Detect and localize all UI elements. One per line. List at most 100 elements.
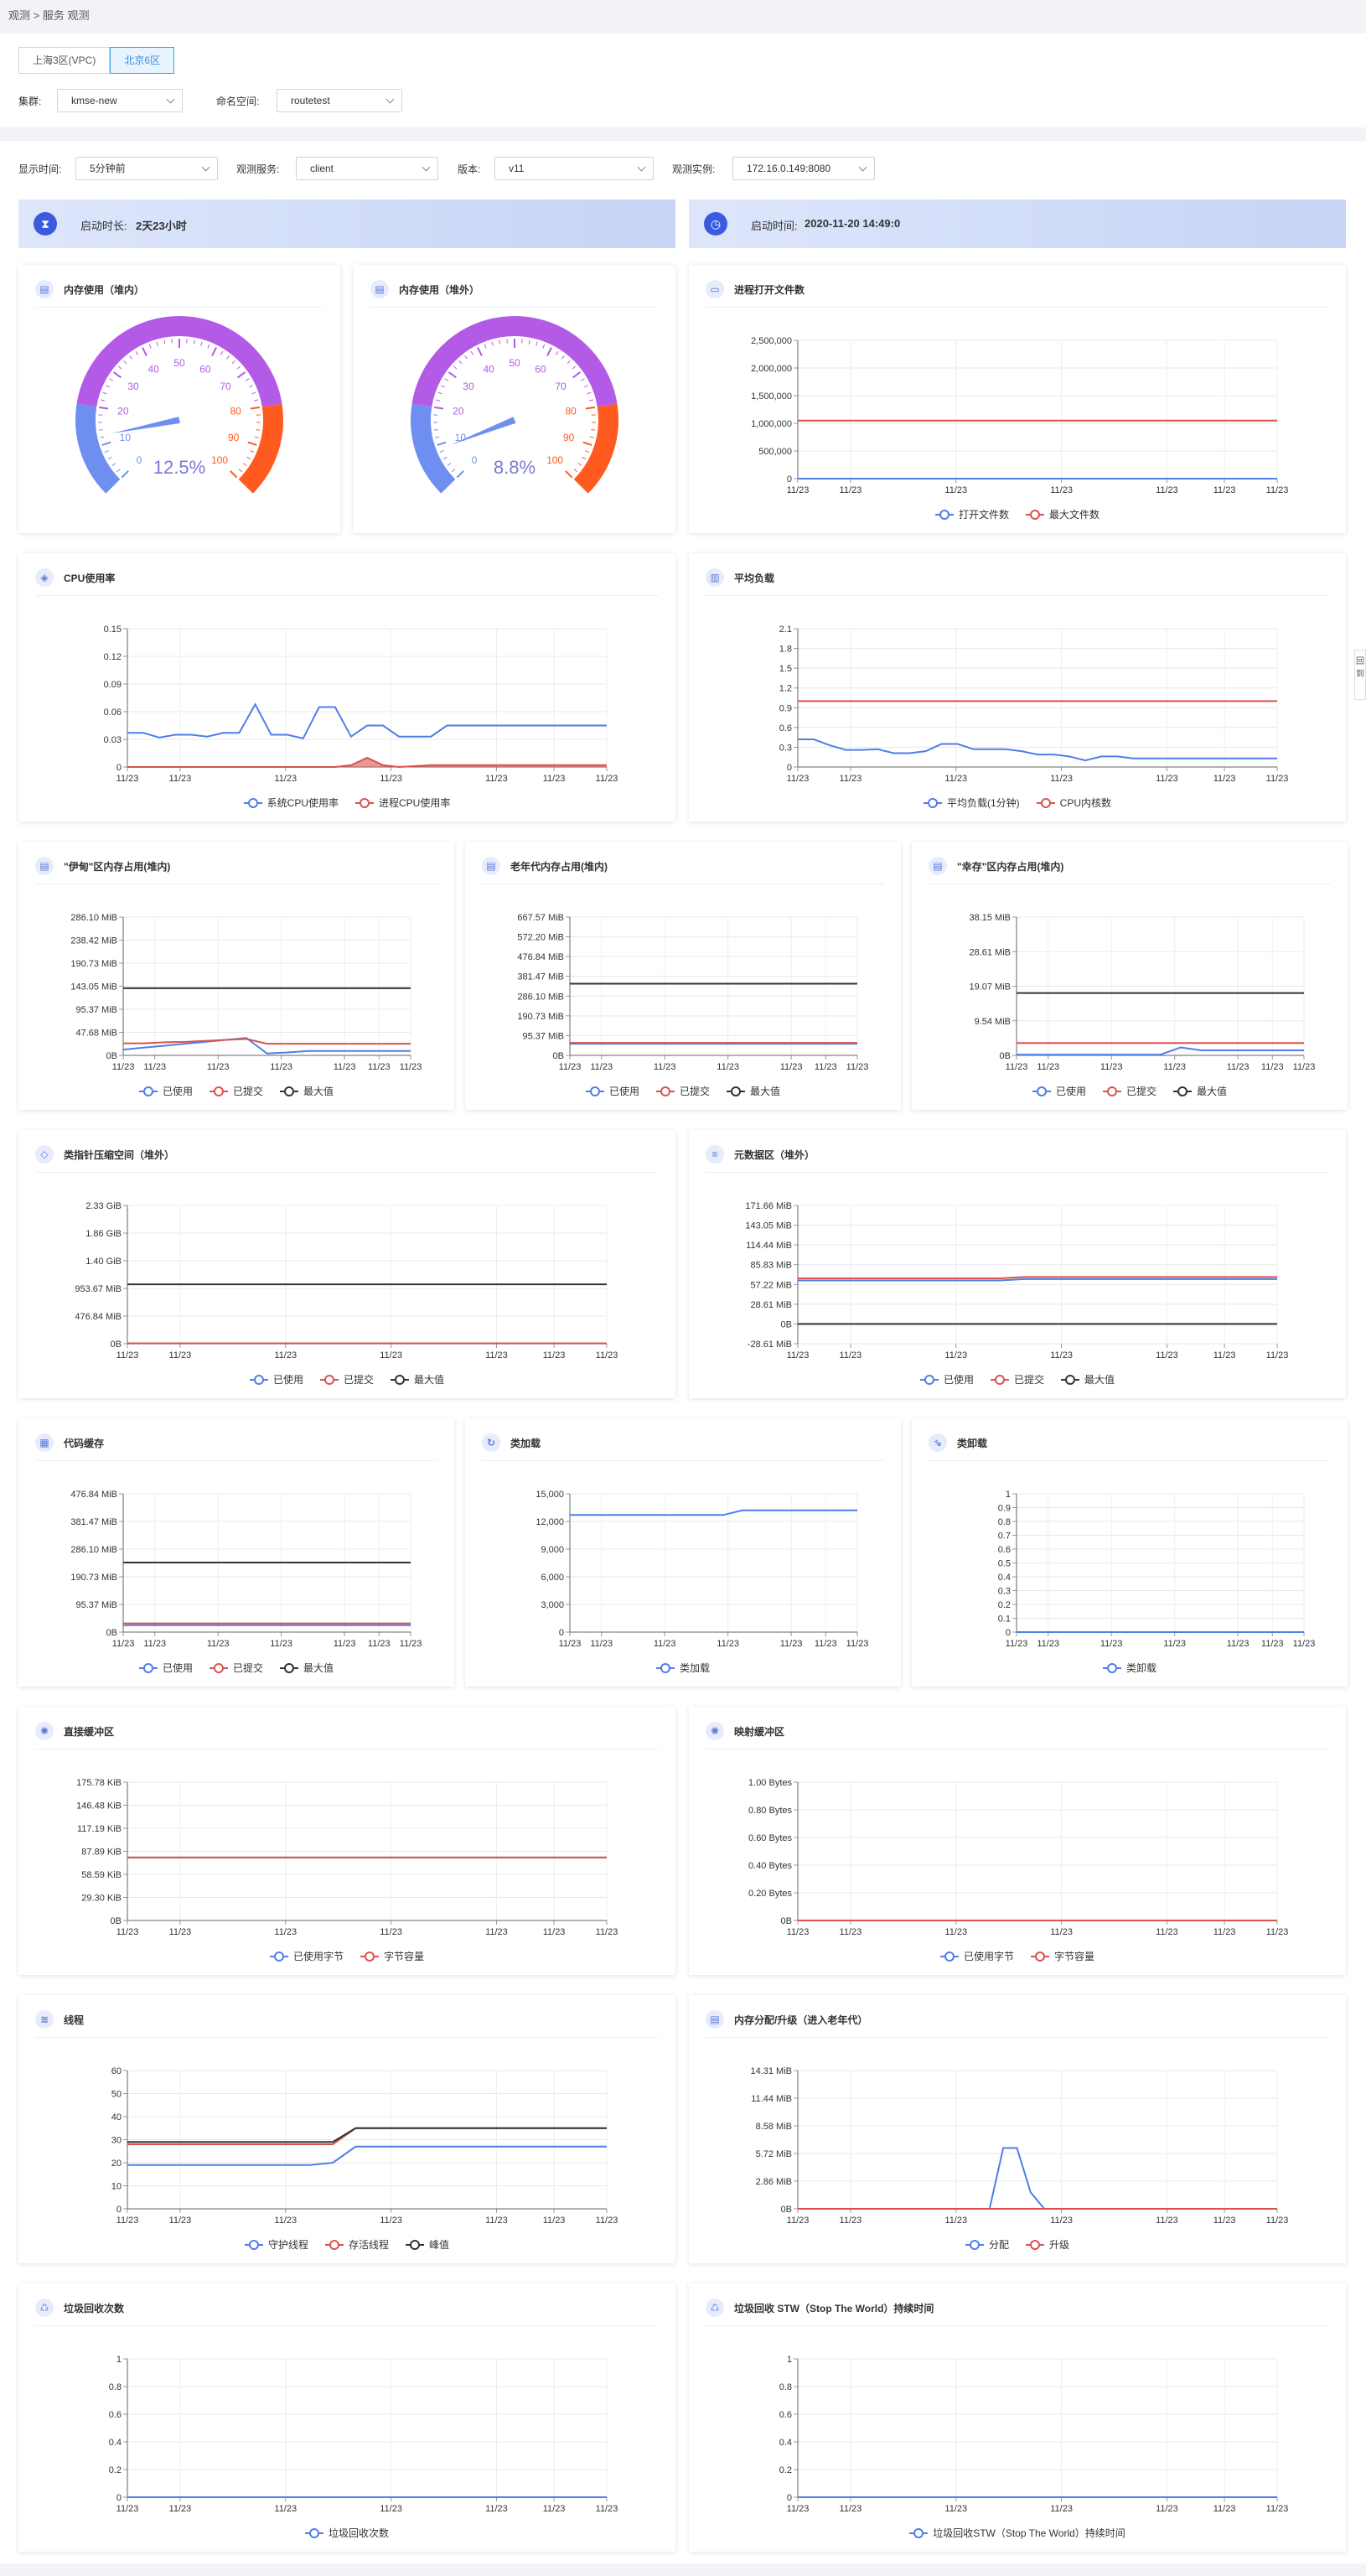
chevron-down-icon <box>166 95 175 104</box>
service-select[interactable]: client <box>296 157 438 180</box>
version-select[interactable]: v11 <box>494 157 654 180</box>
legend-item[interactable]: 已使用字节 <box>269 1949 344 1963</box>
tab-region-shanghai[interactable]: 上海3区(VPC) <box>18 47 111 74</box>
legend-item[interactable]: 打开文件数 <box>934 507 1009 521</box>
y-tick-label: 50 <box>111 2090 122 2100</box>
card-class-unloaded: ⇘ 类卸载 0 0.1 0.2 0.3 0.4 0.5 0.6 0.7 0.8 0.9 1 11/23 11… <box>912 1418 1348 1687</box>
gauge-tick <box>148 344 152 349</box>
legend-item[interactable]: 已提交 <box>990 1372 1044 1386</box>
y-tick-label: 572.20 MiB <box>517 933 564 943</box>
legend-item[interactable]: 最大值 <box>280 1661 334 1675</box>
y-tick-label: 500,000 <box>758 447 792 457</box>
chart-svg: 0B 95.37 MiB 190.73 MiB 286.10 MiB 381.47 Mi… <box>70 1490 422 1649</box>
gauge-tick <box>442 456 448 460</box>
legend-item[interactable]: 系统CPU使用率 <box>243 796 339 810</box>
legend-item[interactable]: 已使用 <box>138 1661 193 1675</box>
legend-item[interactable]: 最大值 <box>1061 1372 1115 1386</box>
tab-region-beijing[interactable]: 北京6区 <box>110 47 175 74</box>
x-tick-label: 11/23 <box>116 1350 139 1361</box>
legend-item[interactable]: 已提交 <box>655 1084 710 1098</box>
x-tick-label: 11/23 <box>1293 1639 1316 1649</box>
gauge-tick <box>435 436 440 438</box>
legend-item[interactable]: 峰值 <box>406 2237 449 2252</box>
legend-item[interactable]: 最大值 <box>1173 1084 1227 1098</box>
legend-item[interactable]: 分配 <box>965 2237 1009 2252</box>
x-tick-label: 11/23 <box>1266 1350 1289 1361</box>
breadcrumb-root[interactable]: 观测 <box>8 9 31 22</box>
legend-marker <box>1026 509 1044 520</box>
legend-item[interactable]: 已提交 <box>209 1661 263 1675</box>
x-tick-label: 11/23 <box>787 485 810 495</box>
y-tick-label: 6,000 <box>541 1573 564 1583</box>
namespace-select[interactable]: routetest <box>277 89 402 112</box>
x-tick-label: 11/23 <box>596 774 618 784</box>
legend-item[interactable]: 字节容量 <box>360 1949 424 1963</box>
y-tick-label: 0.12 <box>104 652 122 662</box>
back-to-top-tab[interactable]: 回到 <box>1354 650 1366 700</box>
x-tick-label: 11/23 <box>846 1062 869 1072</box>
chart-legend: 守护线程 存活线程 峰值 <box>18 2237 675 2252</box>
y-tick-label: 0 <box>116 763 122 773</box>
x-tick-label: 11/23 <box>112 1639 135 1649</box>
legend-item[interactable]: 已提交 <box>209 1084 263 1098</box>
legend-item[interactable]: 已使用 <box>249 1372 303 1386</box>
cluster-select[interactable]: kmse-new <box>57 89 183 112</box>
chevron-down-icon <box>422 163 431 172</box>
y-tick-label: 12,000 <box>536 1517 564 1527</box>
y-tick-label: 2,000,000 <box>751 364 792 374</box>
x-tick-label: 11/23 <box>1050 774 1073 784</box>
legend-marker <box>209 1662 228 1673</box>
chart-legend: 已使用 已提交 最大值 <box>18 1372 675 1386</box>
legend-item[interactable]: 已使用 <box>919 1372 974 1386</box>
legend-item[interactable]: 最大值 <box>280 1084 334 1098</box>
legend-item[interactable]: 已提交 <box>319 1372 374 1386</box>
card-title: 内存使用（堆外） <box>399 283 480 296</box>
legend-item[interactable]: 已使用 <box>585 1084 639 1098</box>
legend-marker <box>244 2239 263 2250</box>
x-tick-label: 11/23 <box>1163 1639 1186 1649</box>
x-tick-label: 11/23 <box>274 1350 297 1361</box>
legend-item[interactable]: 字节容量 <box>1031 1949 1094 1963</box>
y-tick-label: -28.61 MiB <box>748 1340 792 1350</box>
y-tick-label: 95.37 MiB <box>522 1031 564 1041</box>
gauge-tick <box>580 378 585 381</box>
legend-item[interactable]: 已使用 <box>1032 1084 1086 1098</box>
chart-legend: 已使用字节 字节容量 <box>18 1949 675 1963</box>
legend-item[interactable]: 最大值 <box>391 1372 444 1386</box>
gauge-tick-label: 70 <box>220 381 231 392</box>
legend-item[interactable]: 垃圾回收次数 <box>304 2526 389 2540</box>
chart-svg: 0 0.03 0.06 0.09 0.12 0.15 11/23 11/23 11/23 11/2… <box>104 625 618 784</box>
legend-item[interactable]: 垃圾回收STW（Stop The World）持续时间 <box>909 2526 1125 2540</box>
y-tick-label: 143.05 MiB <box>745 1221 792 1231</box>
card-title: "伊甸"区内存占用(堆内) <box>64 860 171 873</box>
instance-select[interactable]: 172.16.0.149:8080 <box>732 157 875 180</box>
legend-item[interactable]: 守护线程 <box>244 2237 308 2252</box>
legend-item[interactable]: 类卸载 <box>1102 1661 1156 1675</box>
legend-item[interactable]: 存活线程 <box>324 2237 389 2252</box>
legend-item[interactable]: 最大文件数 <box>1026 507 1100 521</box>
legend-marker <box>138 1662 158 1673</box>
legend-item[interactable]: 平均负载(1分钟) <box>923 796 1020 810</box>
time-select[interactable]: 5分钟前 <box>75 157 218 180</box>
y-tick-label: 0.2 <box>998 1600 1011 1610</box>
x-tick-label: 11/23 <box>840 1927 862 1937</box>
legend-item[interactable]: 已提交 <box>1102 1084 1156 1098</box>
legend-label: 已提交 <box>1013 1374 1044 1386</box>
legend-item[interactable]: 已使用 <box>138 1084 193 1098</box>
legend-item[interactable]: 已使用字节 <box>939 1949 1014 1963</box>
gauge-tick <box>250 406 260 410</box>
legend-label: 存活线程 <box>348 2239 389 2251</box>
legend-item[interactable]: 进程CPU使用率 <box>355 796 450 810</box>
legend-item[interactable]: 类加载 <box>655 1661 710 1675</box>
y-tick-label: 0.60 Bytes <box>748 1833 792 1843</box>
legend-marker <box>1061 1374 1079 1385</box>
x-tick-label: 11/23 <box>1266 774 1289 784</box>
legend-item[interactable]: 升级 <box>1026 2237 1069 2252</box>
x-tick-label: 11/23 <box>654 1062 676 1072</box>
legend-label: 类卸载 <box>1125 1662 1156 1674</box>
y-tick-label: 87.89 KiB <box>81 1848 122 1858</box>
gauge-tick-label: 30 <box>463 381 474 392</box>
legend-item[interactable]: CPU内核数 <box>1036 796 1111 810</box>
legend-item[interactable]: 最大值 <box>727 1084 780 1098</box>
gauge-tick-label: 70 <box>555 381 567 392</box>
